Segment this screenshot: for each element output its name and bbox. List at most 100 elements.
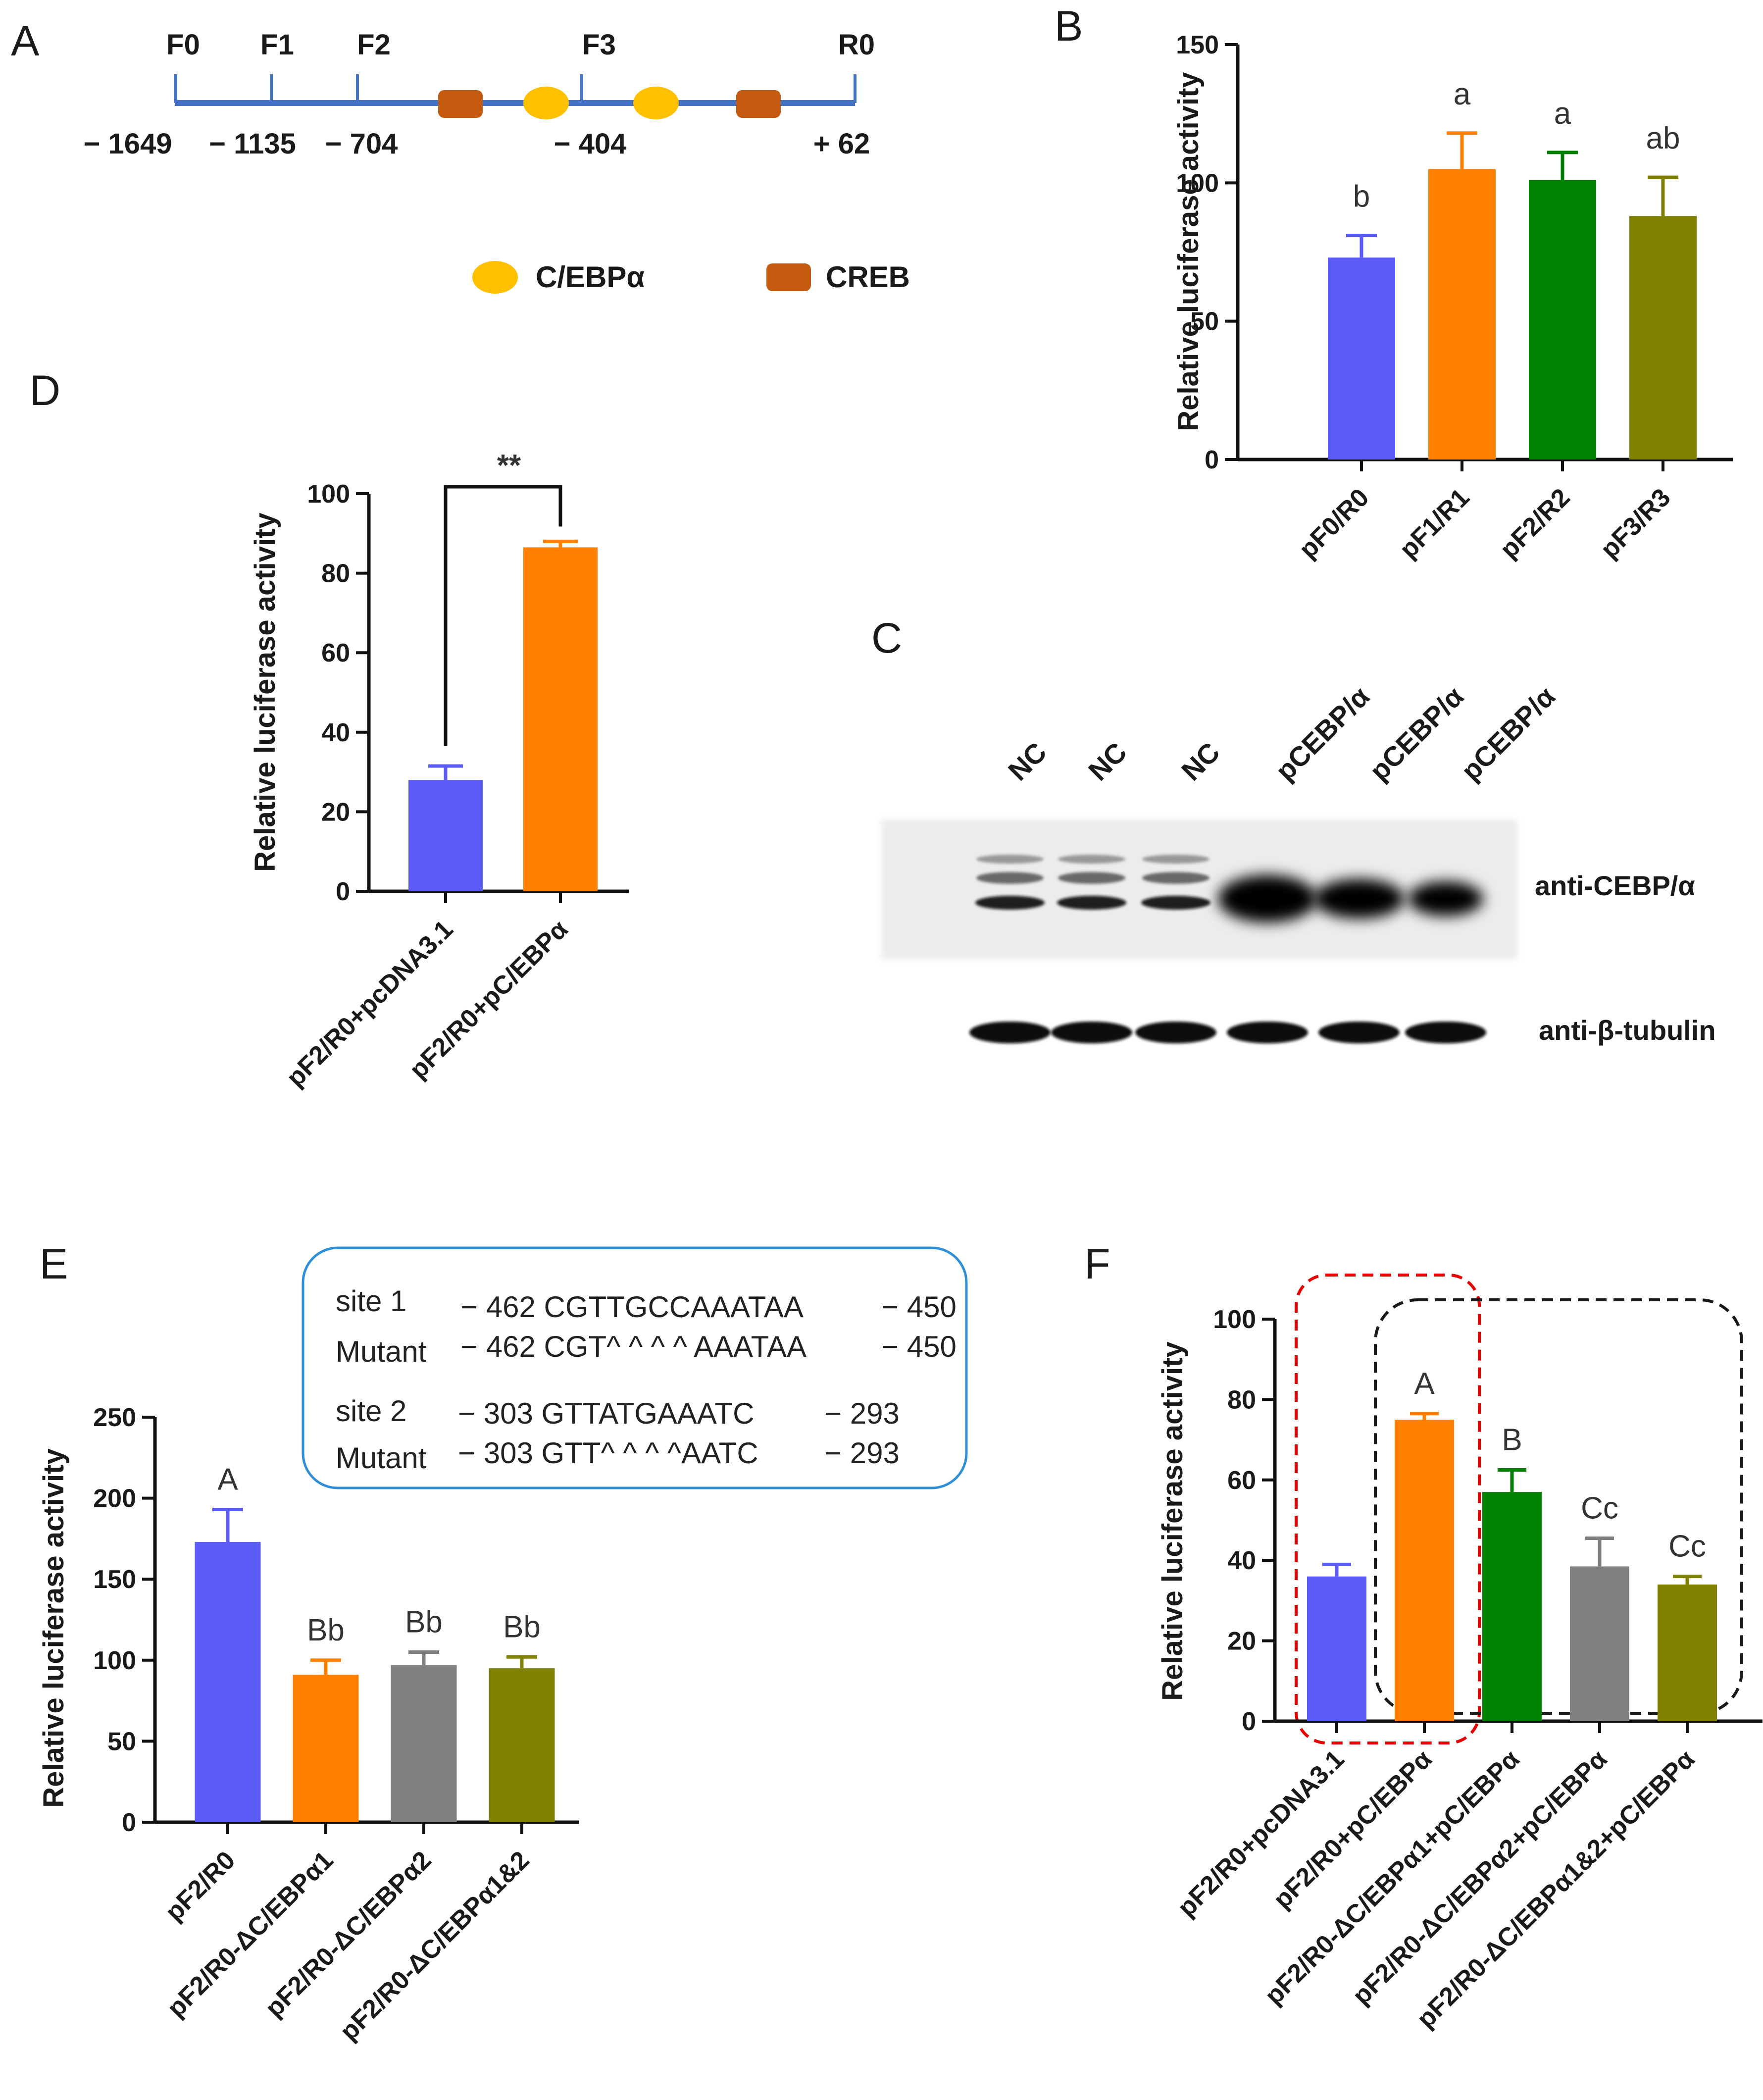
position-62: + 62 (813, 128, 870, 160)
position-1135: − 1135 (209, 128, 296, 160)
significance-label: Cc (1581, 1491, 1618, 1526)
site2-end: − 293 (824, 1397, 900, 1430)
blot-band-cebp (1141, 896, 1210, 910)
bar (408, 780, 483, 891)
legend-creb-label: CREB (826, 260, 910, 294)
site2-name: site 2 (336, 1394, 406, 1428)
panel-b-label: B (1055, 2, 1083, 50)
site2-sequence: − 303 GTTATGAAATC (458, 1397, 754, 1430)
category-label: pF2/R0-ΔC/EBPα2 (260, 1845, 437, 2023)
y-tick-label: 50 (107, 1727, 136, 1756)
blot-band-tubulin (1318, 1022, 1400, 1043)
bar (1328, 257, 1395, 460)
blot-lane-label: NC (1002, 736, 1053, 787)
y-tick-label: 40 (1227, 1546, 1256, 1575)
significance-label: ab (1646, 121, 1680, 155)
legend-cebp-label: C/EBPα (536, 260, 645, 294)
significance-label: B (1502, 1423, 1522, 1457)
blot-band-cebp (1313, 879, 1405, 919)
blot-band-tubulin (1227, 1022, 1308, 1043)
site1-name: site 1 (336, 1284, 406, 1318)
chart-b: 0 50 100 150 b pF0/R0 a pF1/R1 a pF2/R2 ab pF3/R3 (1176, 31, 1733, 564)
y-tick-label: 150 (93, 1565, 136, 1594)
panel-d: D Relative luciferase activity 0 20 40 60 80… (30, 367, 629, 1092)
category-label: pF2/R0+pcDNA3.1 (1172, 1744, 1350, 1922)
blot-bands (969, 855, 1486, 1043)
blot-band-cebp (1057, 896, 1126, 910)
blot-band-faint (1142, 855, 1209, 864)
panel-b-ylabel: Relative luciferase activity (1172, 72, 1205, 431)
position-404: − 404 (554, 128, 627, 160)
primer-f3: F3 (582, 29, 616, 61)
significance-bracket (444, 485, 562, 747)
significance-label: Cc (1668, 1530, 1706, 1564)
blot-band-faint (976, 855, 1044, 864)
category-label: pF2/R2 (1495, 483, 1576, 564)
y-tick-label: 250 (93, 1403, 136, 1432)
blot-lane-label: NC (1175, 736, 1226, 787)
blot-lane-label: NC (1082, 736, 1133, 787)
highlight-box-black (1374, 1298, 1743, 1715)
category-label: pF3/R3 (1595, 483, 1676, 564)
panel-d-ylabel: Relative luciferase activity (249, 512, 281, 871)
y-tick-label: 100 (1213, 1305, 1256, 1334)
creb-site-1 (438, 90, 483, 118)
primer-f0: F0 (166, 29, 200, 61)
mutant2-name: Mutant (336, 1441, 427, 1475)
blot-band-tubulin (1051, 1022, 1132, 1043)
y-tick-label: 60 (1227, 1466, 1256, 1495)
bar (293, 1675, 359, 1822)
mutant1-end: − 450 (881, 1330, 957, 1363)
panel-d-label: D (30, 367, 60, 414)
significance-stars: ** (497, 449, 521, 483)
primer-f1: F1 (260, 29, 294, 61)
bar (1307, 1576, 1366, 1721)
bar (1658, 1584, 1717, 1721)
significance-label: b (1353, 179, 1370, 213)
panel-f-ylabel: Relative luciferase activity (1157, 1341, 1189, 1700)
y-tick-label: 0 (1242, 1707, 1256, 1736)
bar (489, 1668, 555, 1822)
blot-lane-label: pCEBP/α (1363, 680, 1469, 786)
y-tick-label: 100 (93, 1646, 136, 1675)
y-tick-label: 200 (93, 1485, 136, 1513)
cebp-site-1 (523, 87, 569, 119)
y-tick-label: 0 (1205, 446, 1219, 474)
significance-label: a (1454, 77, 1471, 111)
significance-label: Bb (503, 1610, 541, 1644)
blot-band-faint (1058, 872, 1125, 884)
panel-b: B Relative luciferase activity 0 50 100 150… (1055, 2, 1733, 564)
mutant1-name: Mutant (336, 1335, 427, 1368)
y-tick-label: 80 (1227, 1385, 1256, 1414)
bar (391, 1665, 457, 1822)
creb-site-2 (736, 90, 781, 118)
blot-band-tubulin (969, 1022, 1051, 1043)
blot-membrane (881, 820, 1517, 959)
blot-band-faint (976, 872, 1044, 884)
y-tick-label: 0 (336, 877, 350, 906)
y-tick-label: 0 (122, 1808, 136, 1837)
blot-band-tubulin (1405, 1022, 1486, 1043)
panel-a-label: A (11, 17, 40, 65)
y-tick-label: 20 (1227, 1627, 1256, 1656)
chart-f: 0 20 40 60 80 100 pF2/R0+pcDNA3.1 ApF2/R0+pC/EB… (1172, 1305, 1763, 2034)
bar (1482, 1492, 1542, 1721)
primer-r0: R0 (838, 29, 875, 61)
y-tick-label: 60 (321, 639, 350, 667)
panel-a: A F0 F1 F2 F3 R0 − 1649 − 1135 − 704 − 4… (11, 17, 910, 294)
panel-f-label: F (1084, 1240, 1110, 1288)
y-tick-label: 150 (1176, 31, 1219, 59)
blot-band-tubulin (1135, 1022, 1216, 1043)
bar (1629, 216, 1697, 460)
blot-lane-label: pCEBP/α (1455, 680, 1561, 786)
blot-label-tubulin: anti-β-tubulin (1539, 1015, 1716, 1046)
significance-label: Bb (307, 1613, 345, 1647)
highlight-box-red (1295, 1274, 1481, 1744)
panel-e-label: E (40, 1240, 68, 1288)
y-tick-label: 50 (1190, 307, 1219, 336)
category-label: pF2/R0-ΔC/EBPα1 (162, 1845, 339, 2023)
y-tick-label: 40 (321, 718, 350, 747)
